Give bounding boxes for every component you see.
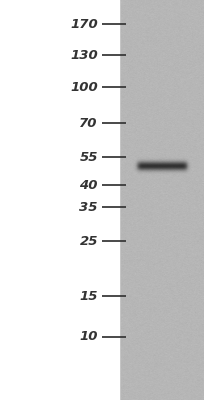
Text: 25: 25 — [79, 235, 98, 248]
Text: 10: 10 — [79, 330, 98, 343]
Text: 40: 40 — [79, 179, 98, 192]
Bar — [0, 0, 120, 400]
Text: 35: 35 — [79, 201, 98, 214]
Text: 55: 55 — [79, 151, 98, 164]
Text: 70: 70 — [79, 117, 98, 130]
Text: 130: 130 — [70, 49, 98, 62]
Text: 170: 170 — [70, 18, 98, 30]
Text: 100: 100 — [70, 81, 98, 94]
Text: 15: 15 — [79, 290, 98, 302]
